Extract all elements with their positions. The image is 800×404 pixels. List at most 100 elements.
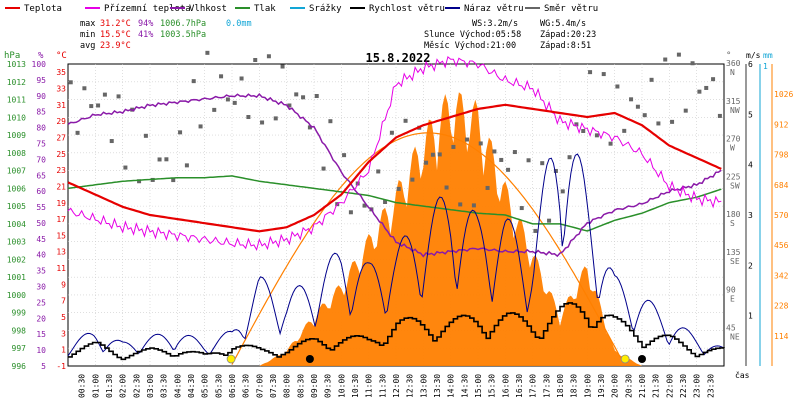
tick-label-degc: 27 — [56, 133, 66, 142]
x-tick-label: 01:30 — [105, 374, 114, 398]
wind-direction-point — [239, 76, 244, 81]
legend-label-rain: Srážky — [309, 4, 342, 14]
tick-label-degc: 19 — [56, 199, 66, 208]
wind-direction-point — [328, 119, 333, 124]
tick-label-hpa: 1001 — [7, 273, 26, 282]
wind-direction-point — [89, 104, 94, 109]
wind-direction-point — [321, 166, 326, 171]
tick-label-deg: 270 — [726, 135, 741, 144]
x-tick-label: 05:00 — [201, 374, 210, 398]
x-tick-label: 19:00 — [583, 374, 592, 398]
tick-label-pct: 45 — [36, 235, 46, 244]
x-tick-label: 00:30 — [78, 374, 87, 398]
wind-direction-point — [601, 72, 606, 77]
wind-direction-point — [424, 160, 429, 165]
tick-label-degc: -1 — [56, 362, 66, 371]
wind-direction-point — [205, 50, 210, 55]
tick-label-solar: 228 — [774, 302, 789, 311]
x-tick-label: 18:30 — [570, 374, 579, 398]
wind-direction-point — [492, 149, 497, 154]
x-tick-label: 01:00 — [91, 374, 100, 398]
wind-direction-point — [512, 150, 517, 155]
tick-label-pct: 75 — [36, 139, 46, 148]
wind-direction-point — [547, 218, 552, 223]
x-tick-label: 10:30 — [351, 374, 360, 398]
x-tick-label: 04:00 — [173, 374, 182, 398]
x-tick-label: 12:30 — [406, 374, 415, 398]
tick-label-pct: 55 — [36, 203, 46, 212]
x-tick-label: 14:30 — [460, 374, 469, 398]
tick-label-hpa: 1004 — [7, 220, 26, 229]
wind-direction-point — [649, 77, 654, 82]
tick-label-degc: 31 — [56, 101, 66, 110]
x-tick-label: 17:30 — [542, 374, 551, 398]
astro-block: WS:3.2m/s WG:5.4m/s Slunce Východ:05:58 … — [424, 19, 596, 51]
wind-direction-point — [171, 178, 176, 183]
x-tick-label: 08:30 — [296, 374, 305, 398]
x-tick-label: 11:00 — [365, 374, 374, 398]
tick-label-degc: 9 — [61, 280, 66, 289]
tick-label-compass: NE — [730, 332, 740, 341]
tick-label-pct: 15 — [36, 330, 46, 339]
wind-direction-point — [383, 199, 388, 204]
tick-label-deg: 315 — [726, 97, 741, 106]
wind-direction-point — [506, 167, 511, 172]
x-tick-label: 20:30 — [624, 374, 633, 398]
tick-label-deg: 180 — [726, 210, 741, 219]
tick-label-hpa: 1010 — [7, 113, 26, 122]
tick-label-pct: 20 — [36, 314, 46, 323]
wind-direction-point — [553, 168, 558, 173]
wind-direction-point — [396, 186, 401, 191]
tick-label-pct: 10 — [36, 346, 46, 355]
tick-label-degc: 3 — [61, 329, 66, 338]
x-tick-label: 03:00 — [146, 374, 155, 398]
moon-rise-info: Měsíc Východ:21:00 — [424, 41, 516, 51]
legend-label-temp: Teplota — [24, 4, 62, 14]
tick-label-compass: W — [730, 144, 735, 153]
x-tick-label: 08:00 — [283, 374, 292, 398]
wind-direction-point — [96, 103, 101, 108]
tick-label-solar: 456 — [774, 241, 789, 250]
moon-set-info: Západ:8:51 — [540, 41, 591, 51]
tick-label-hpa: 998 — [12, 326, 27, 335]
x-tick-label: 23:30 — [706, 374, 715, 398]
wind-direction-point — [458, 202, 463, 207]
wind-direction-point — [690, 61, 695, 66]
wind-direction-point — [485, 185, 490, 190]
wind-direction-point — [137, 179, 142, 184]
wind-direction-point — [287, 103, 292, 108]
tick-label-hpa: 1000 — [7, 291, 26, 300]
x-tick-label: 14:00 — [447, 374, 456, 398]
wind-direction-point — [478, 141, 483, 146]
wind-direction-point — [389, 130, 394, 135]
tick-label-pct: 50 — [36, 219, 46, 228]
x-tick-label: 22:00 — [665, 374, 674, 398]
tick-label-hpa: 1006 — [7, 184, 26, 193]
wind-direction-point — [567, 155, 572, 160]
x-tick-label: 17:00 — [529, 374, 538, 398]
wind-direction-point — [437, 152, 442, 157]
tick-label-degc: 21 — [56, 182, 66, 191]
tick-label-degc: 33 — [56, 84, 66, 93]
tick-label-hpa: 1003 — [7, 238, 26, 247]
wind-direction-point — [560, 189, 565, 194]
x-tick-label: 10:00 — [337, 374, 346, 398]
x-tick-label: 07:00 — [255, 374, 264, 398]
wind-direction-point — [656, 121, 661, 126]
wind-direction-point — [430, 152, 435, 157]
tick-label-pct: 95 — [36, 76, 46, 85]
tick-label-pct: 5 — [41, 362, 46, 371]
tick-label-pct: 90 — [36, 92, 46, 101]
tick-label-ms: 6 — [748, 60, 753, 69]
x-tick-label: 19:30 — [597, 374, 606, 398]
legend-label-hum: Vlhkost — [189, 4, 227, 14]
wind-direction-point — [123, 165, 128, 170]
tick-label-pct: 65 — [36, 171, 46, 180]
sun-rise-info: Slunce Východ:05:58 — [424, 30, 521, 40]
wind-direction-point — [594, 133, 599, 138]
legend-label-gust: Náraz větru — [464, 4, 524, 14]
tick-label-degc: 35 — [56, 68, 66, 77]
wind-direction-point — [294, 92, 299, 97]
wind-direction-point — [102, 92, 107, 97]
tick-label-hpa: 999 — [12, 309, 27, 318]
